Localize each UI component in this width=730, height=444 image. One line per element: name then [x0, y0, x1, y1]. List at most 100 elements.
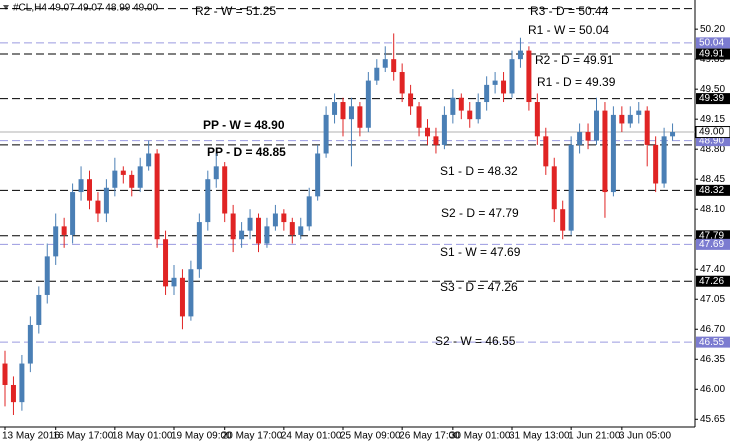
candle-body	[484, 84, 490, 103]
x-tick-label: 31 May 13:00	[509, 431, 570, 442]
candle-body	[272, 213, 278, 227]
x-tick-label: 25 May 09:00	[340, 431, 401, 442]
candle-body	[627, 114, 633, 124]
candle-body	[298, 226, 304, 235]
price-tag-label: 49.00	[699, 127, 724, 138]
level-label: PP - W = 48.90	[203, 118, 285, 132]
price-tag	[696, 48, 730, 60]
candle-body	[467, 110, 473, 120]
candle-body	[433, 136, 439, 145]
candle-body	[247, 217, 253, 231]
price-tag	[696, 37, 730, 49]
price-tag-label: 49.91	[699, 49, 724, 60]
candle-body	[475, 102, 481, 120]
price-tag	[696, 238, 730, 250]
price-tag	[696, 184, 730, 196]
candle-body	[188, 269, 194, 317]
price-tag-label: 48.90	[699, 135, 724, 146]
candle-body	[78, 179, 84, 193]
price-tag	[695, 126, 730, 139]
price-tag	[696, 135, 730, 147]
price-tag-label: 50.04	[699, 38, 724, 49]
candle-body	[44, 256, 50, 295]
y-tick-label: 46.00	[700, 384, 725, 395]
x-tick-label: 16 May 17:00	[53, 431, 114, 442]
candle-body	[53, 226, 59, 257]
candle-body	[661, 136, 667, 184]
candle-body	[315, 153, 321, 197]
y-tick-label: 50.20	[700, 24, 725, 35]
level-label: R1 - D = 49.39	[537, 75, 616, 89]
candle-body	[374, 67, 380, 81]
price-tag-label: 47.26	[699, 276, 724, 287]
level-label: R1 - W = 50.04	[528, 23, 609, 37]
level-label: S1 - W = 47.69	[440, 245, 521, 259]
price-tag-label: 49.39	[699, 93, 724, 104]
level-label: R2 - D = 49.91	[535, 53, 614, 67]
candle-body	[399, 72, 405, 94]
y-tick-label: 48.80	[700, 144, 725, 155]
candle-body	[382, 59, 388, 68]
level-label: S3 - D = 47.26	[440, 280, 518, 294]
y-tick-label: 49.50	[700, 84, 725, 95]
candle-body	[509, 59, 515, 94]
candle-body	[441, 114, 447, 145]
candle-body	[19, 363, 25, 403]
price-tag	[696, 275, 730, 287]
candle-body	[196, 222, 202, 270]
candle-body	[348, 106, 354, 120]
candle-body	[653, 144, 659, 184]
candle-body	[27, 324, 33, 364]
candle-body	[501, 80, 507, 94]
candle-body	[416, 106, 422, 128]
menu-icon[interactable]	[3, 5, 9, 10]
candle-body	[619, 114, 625, 124]
candle-body	[577, 132, 583, 145]
candle-body	[543, 136, 549, 167]
candle-body	[306, 196, 312, 227]
candle-body	[644, 110, 650, 145]
candle-body	[163, 239, 169, 287]
candle-body	[560, 209, 566, 231]
x-tick-label: 24 May 01:00	[281, 431, 342, 442]
price-tag	[696, 230, 730, 242]
candle-body	[146, 153, 152, 167]
candle-body	[95, 200, 101, 214]
y-tick-label: 46.35	[700, 354, 725, 365]
candle-body	[103, 187, 109, 214]
price-tag-label: 48.32	[699, 185, 724, 196]
candle-body	[264, 226, 270, 244]
candle-body	[332, 102, 338, 115]
candle-body	[323, 114, 329, 154]
level-label: S2 - D = 47.79	[441, 206, 519, 220]
candle-body	[137, 166, 143, 188]
candle-body	[171, 277, 177, 287]
candle-body	[670, 132, 676, 137]
candles	[2, 33, 676, 415]
candle-body	[36, 294, 42, 325]
candle-body	[602, 110, 608, 193]
candle-body	[222, 166, 228, 214]
price-tag	[696, 336, 730, 348]
candle-body	[256, 217, 261, 244]
y-tick-label: 46.70	[700, 324, 725, 335]
candle-body	[205, 179, 211, 223]
candle-body	[87, 179, 92, 201]
y-tick-label: 48.45	[700, 174, 725, 185]
candle-body	[70, 192, 76, 235]
y-tick-label: 49.15	[700, 114, 725, 125]
candle-body	[391, 59, 397, 73]
x-tick-label: 30 May 01:00	[450, 431, 511, 442]
candle-body	[154, 153, 160, 240]
candle-body	[112, 170, 118, 188]
candle-body	[61, 226, 67, 235]
candle-body	[425, 127, 430, 137]
x-tick-label: 3 Jun 05:00	[619, 431, 672, 442]
price-tag-label: 47.79	[699, 230, 724, 241]
candle-body	[610, 114, 616, 193]
candle-body	[534, 102, 540, 137]
y-tick-label: 47.05	[700, 294, 725, 305]
candle-body	[365, 80, 371, 128]
candle-body	[517, 50, 523, 60]
